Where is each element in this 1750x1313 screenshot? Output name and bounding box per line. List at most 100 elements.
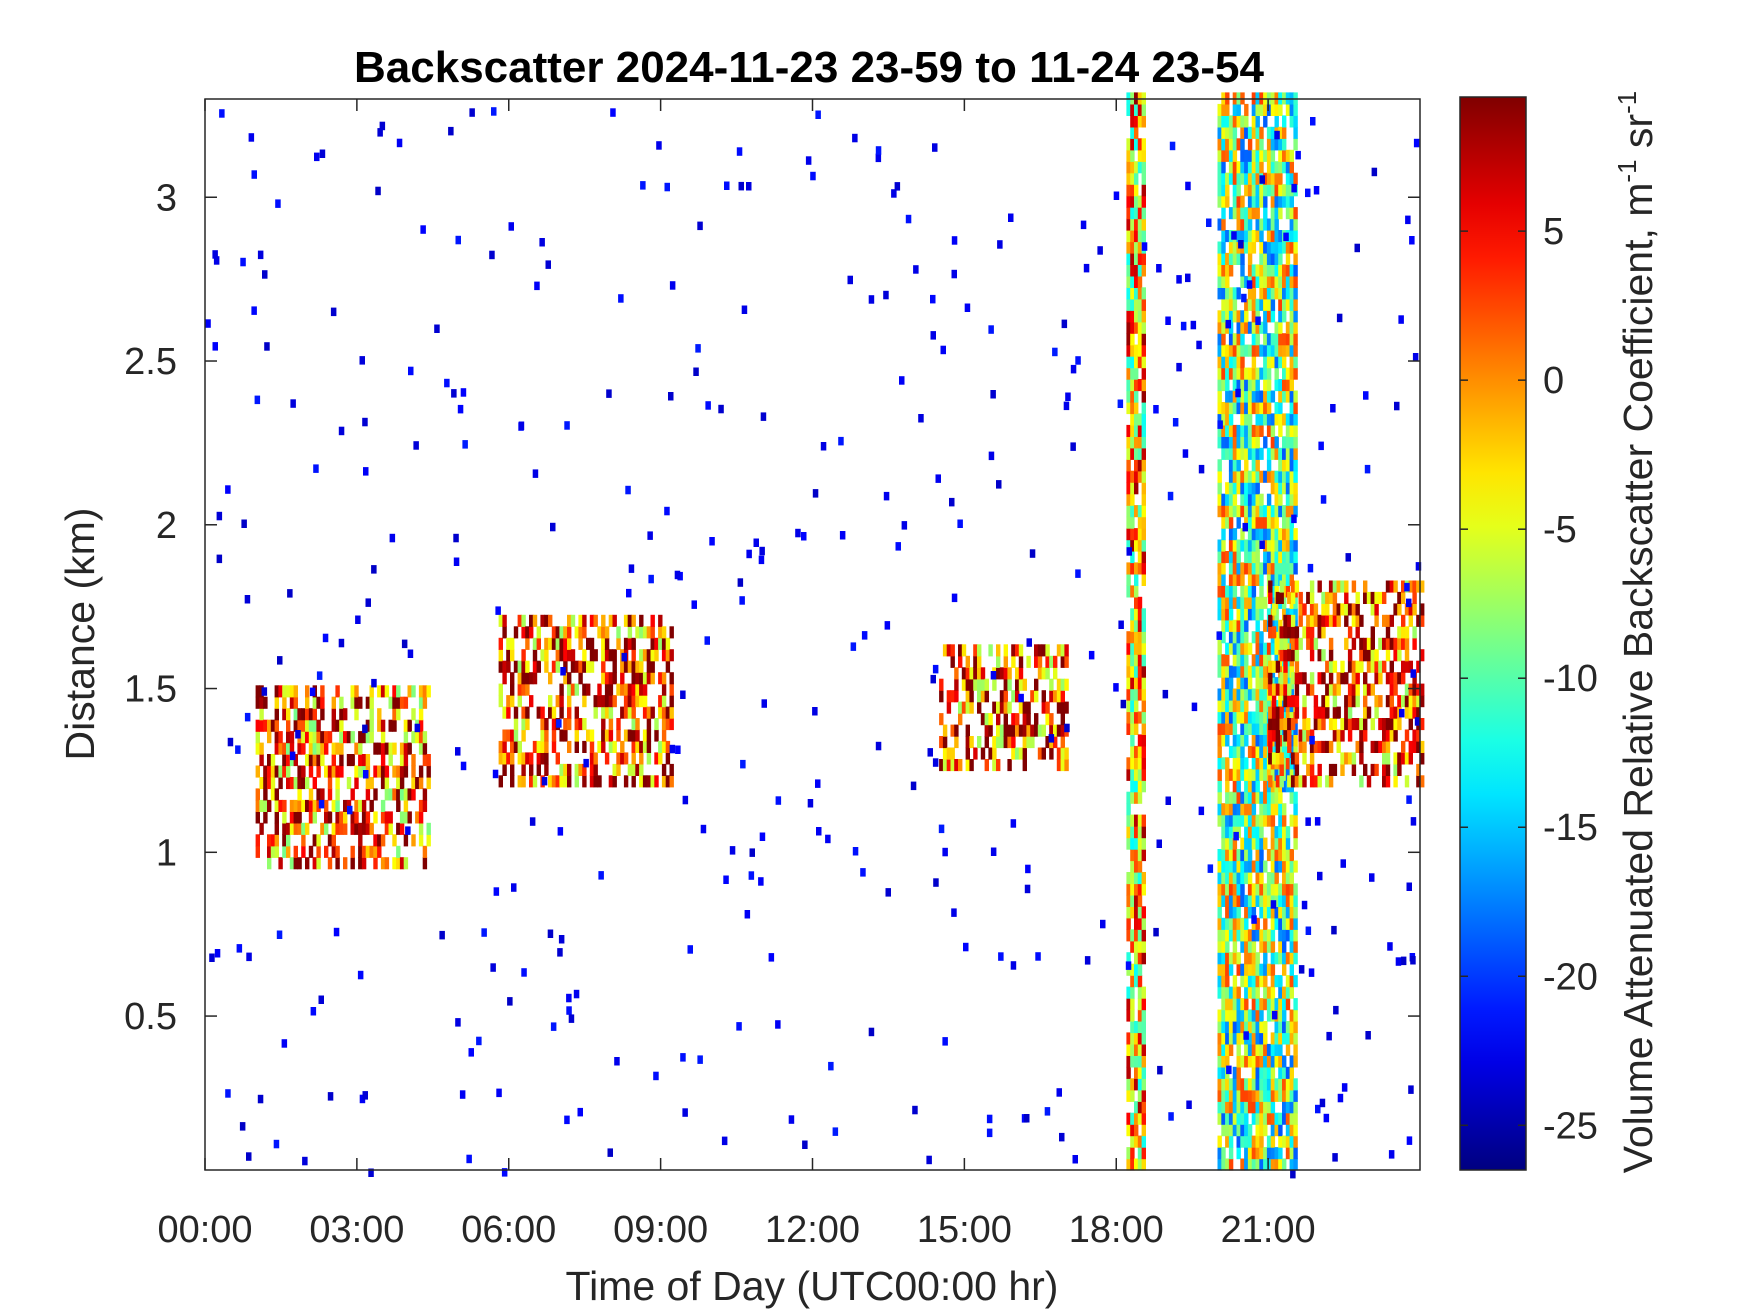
heatmap-cell — [1347, 695, 1353, 708]
heatmap-cell — [1236, 1112, 1241, 1125]
heatmap-cell — [255, 811, 260, 824]
heatmap-cell — [1270, 172, 1276, 185]
heatmap-cell — [1255, 1124, 1260, 1137]
heatmap-cell — [1259, 906, 1264, 919]
heatmap-cell — [1263, 528, 1268, 541]
heatmap-cell — [1134, 814, 1139, 827]
heatmap-cell — [1282, 1089, 1287, 1102]
heatmap-cell — [1278, 700, 1283, 713]
heatmap-cell — [1075, 356, 1081, 365]
heatmap-cell — [1270, 1066, 1276, 1079]
heatmap-cell — [1408, 1085, 1414, 1094]
heatmap-cell — [1289, 872, 1294, 885]
heatmap-cell — [1263, 665, 1268, 678]
heatmap-cell — [1137, 883, 1143, 896]
heatmap-cell — [1359, 740, 1364, 753]
heatmap-cell — [248, 133, 255, 142]
heatmap-cell — [1293, 126, 1298, 139]
heatmap-cell — [661, 672, 667, 685]
heatmap-cell — [1011, 644, 1016, 657]
heatmap-cell — [608, 695, 614, 708]
heatmap-cell — [1018, 693, 1024, 703]
heatmap-cell — [1141, 573, 1146, 586]
heatmap-cell — [1359, 660, 1364, 673]
heatmap-cell — [1232, 539, 1238, 552]
heatmap-cell — [1198, 464, 1205, 474]
heatmap-cell — [1186, 1100, 1192, 1109]
heatmap-cell — [1251, 688, 1257, 701]
heatmap-cell — [1126, 1089, 1131, 1102]
heatmap-cell — [403, 742, 409, 755]
heatmap-cell — [289, 799, 295, 812]
heatmap-cell — [1263, 287, 1268, 300]
heatmap-cell — [1236, 195, 1241, 208]
heatmap-cell — [1263, 975, 1268, 988]
heatmap-cell — [1240, 218, 1245, 231]
heatmap-cell — [1244, 642, 1249, 655]
heatmap-cell — [1053, 655, 1058, 668]
heatmap-cell — [510, 695, 515, 708]
heatmap-cell — [1270, 849, 1276, 862]
heatmap-cell — [1126, 1112, 1131, 1125]
heatmap-cell — [1255, 184, 1260, 197]
heatmap-cell — [451, 389, 457, 398]
heatmap-cell — [282, 834, 287, 847]
heatmap-cell — [369, 731, 374, 744]
heatmap-cell — [1126, 172, 1131, 185]
y-tick-label: 1 — [156, 832, 177, 874]
heatmap-cell — [1176, 362, 1182, 372]
heatmap-cell — [1255, 333, 1260, 346]
heatmap-cell — [286, 719, 291, 732]
heatmap-cell — [1344, 591, 1349, 604]
heatmap-cell — [608, 672, 614, 685]
heatmap-cell — [1259, 677, 1264, 690]
heatmap-cell — [1274, 906, 1279, 919]
heatmap-cell — [1285, 379, 1291, 392]
heatmap-cell — [1251, 1147, 1257, 1160]
heatmap-cell — [1244, 505, 1249, 518]
heatmap-cell — [997, 240, 1003, 249]
heatmap-cell — [1287, 729, 1292, 742]
heatmap-cell — [1247, 1021, 1253, 1034]
heatmap-cell — [1125, 961, 1132, 970]
heatmap-cell — [380, 731, 386, 744]
heatmap-cell — [517, 683, 522, 696]
heatmap-cell — [308, 719, 314, 732]
heatmap-cell — [986, 1114, 993, 1124]
heatmap-cell — [1217, 562, 1222, 575]
heatmap-cell — [1232, 619, 1238, 632]
heatmap-cell — [1240, 860, 1245, 873]
heatmap-cell — [1232, 241, 1238, 254]
heatmap-cell — [320, 731, 325, 744]
heatmap-cell — [1217, 1055, 1222, 1068]
heatmap-cell — [1228, 264, 1234, 277]
heatmap-cell — [628, 564, 635, 573]
heatmap-cell — [669, 718, 674, 731]
heatmap-cell — [1278, 356, 1283, 369]
heatmap-cell — [760, 412, 767, 421]
heatmap-cell — [1228, 126, 1234, 139]
heatmap-cell — [1251, 1101, 1257, 1114]
heatmap-cell — [1321, 718, 1326, 731]
heatmap-cell — [1247, 424, 1253, 437]
heatmap-cell — [996, 736, 1001, 749]
heatmap-cell — [1141, 677, 1146, 690]
heatmap-cell — [1263, 390, 1268, 403]
heatmap-cell — [1259, 138, 1264, 151]
heatmap-cell — [305, 731, 310, 744]
heatmap-cell — [1018, 724, 1024, 737]
heatmap-cell — [1165, 316, 1171, 325]
heatmap-cell — [1278, 264, 1283, 277]
heatmap-cell — [1282, 906, 1287, 919]
heatmap-cell — [1247, 585, 1253, 598]
heatmap-cell — [1217, 184, 1222, 197]
heatmap-cell — [1018, 644, 1024, 657]
heatmap-cell — [1008, 213, 1014, 222]
heatmap-cell — [1236, 424, 1241, 437]
heatmap-cell — [1244, 115, 1249, 128]
heatmap-cell — [1294, 752, 1300, 765]
heatmap-cell — [1003, 667, 1008, 680]
heatmap-cell — [1359, 637, 1364, 650]
heatmap-cell — [661, 706, 667, 719]
heatmap-cell — [623, 695, 629, 708]
